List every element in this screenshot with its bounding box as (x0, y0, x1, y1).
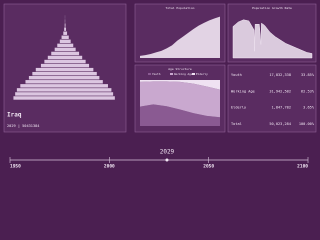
chart-title: Total Population (166, 6, 195, 10)
pyramid-bar (28, 76, 65, 80)
table-cell: 31,942,582 (269, 89, 291, 93)
table-cell: Total (231, 122, 242, 126)
legend-label: Elderly (196, 72, 208, 76)
country-subtitle: 2029 | 50431384 (7, 124, 39, 128)
table-cell: 17,832,338 (269, 73, 291, 77)
table-cell: Elderly (231, 106, 247, 110)
legend-label: Working Age (174, 72, 193, 76)
pyramid-bar (61, 35, 65, 39)
pyramid-bar (63, 31, 65, 35)
pyramid-bar (65, 80, 103, 84)
pyramid-bar (65, 63, 90, 68)
pyramid-bar (65, 67, 94, 72)
pyramid-bar (25, 80, 65, 84)
pyramid-bar (65, 55, 83, 60)
stacked-area (140, 104, 220, 126)
table-cell: 1,847,782 (272, 106, 291, 110)
line (232, 19, 313, 59)
pyramid-bar (32, 71, 65, 76)
legend-swatch (148, 73, 151, 75)
pyramid-bar (65, 23, 66, 27)
pyramid-bar (65, 51, 80, 56)
pyramid-bar (57, 43, 65, 48)
pyramid-bar (65, 59, 86, 64)
pyramid-bar (65, 27, 67, 31)
table-cell: 100.00% (299, 122, 315, 126)
dashboard: Iraq 2029 | 50431384 Total Population Po… (3, 3, 317, 170)
pyramid-bar (65, 96, 115, 100)
timeline-handle (165, 158, 169, 162)
pyramid-bar (65, 76, 100, 80)
table-cell: 62.53% (301, 89, 315, 93)
table-cell: 33.85% (301, 73, 315, 77)
pyramid-bar (20, 84, 65, 88)
page: Iraq 2029 | 50431384 Total Population Po… (3, 3, 317, 170)
table-cell: 50,023,284 (269, 122, 291, 126)
pyramid-bar (35, 67, 65, 72)
pyramid-bar (40, 63, 65, 68)
pyramid-bar (65, 84, 108, 88)
pyramid-bar (64, 27, 65, 31)
pyramid-bar (65, 71, 97, 76)
table-cell: 3.65% (303, 106, 315, 110)
timeline-tick-label: 2000 (104, 164, 115, 170)
pyramid-bar (65, 43, 74, 48)
pyramid-bar (65, 47, 76, 52)
pyramid-bar (44, 59, 65, 64)
pyramid-bar (59, 39, 65, 44)
pyramid-bar (51, 51, 65, 56)
legend-swatch (170, 73, 173, 75)
pyramid-bar (65, 92, 114, 96)
pyramid-bar (65, 39, 71, 44)
table-cell: Youth (231, 73, 242, 77)
legend-swatch (192, 73, 195, 75)
pyramid-bar (16, 88, 65, 92)
stacked-area (140, 81, 220, 118)
timeline-current: 2029 (160, 149, 175, 156)
pyramid-bar (65, 31, 68, 35)
timeline-tick-label: 1950 (10, 164, 21, 170)
pyramid-bar (54, 47, 65, 52)
table-panel (227, 64, 317, 133)
legend-label: Youth (152, 72, 161, 76)
pyramid-bar (13, 96, 65, 100)
area (140, 16, 220, 59)
pyramid-bar (15, 92, 65, 96)
table-cell: Working Age (231, 89, 255, 93)
pyramid-bar (65, 35, 69, 39)
pyramid-bar (65, 88, 112, 92)
stacked-area (140, 80, 220, 90)
timeline-tick-label: 2050 (203, 164, 214, 170)
pyramid-bar (47, 55, 65, 60)
timeline-tick-label: 2100 (297, 164, 308, 170)
country-title: Iraq (7, 112, 22, 119)
chart-title: Population Growth Rate (252, 6, 292, 10)
chart-title: Age Structure (168, 67, 192, 71)
